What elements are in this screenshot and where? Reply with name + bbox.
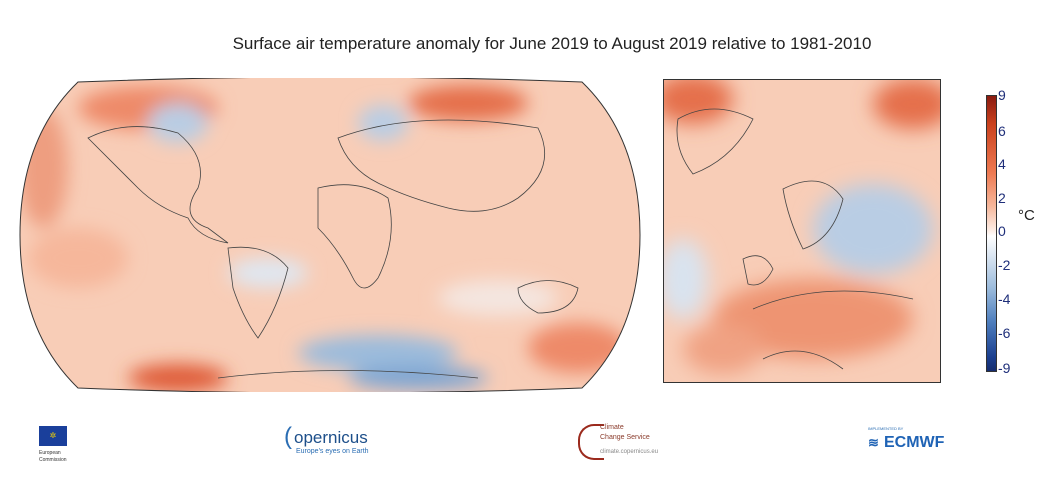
- copernicus-tagline: Europe's eyes on Earth: [296, 448, 369, 455]
- map-title: Surface air temperature anomaly for June…: [232, 34, 872, 53]
- europe-anomaly-map: [663, 79, 941, 383]
- ecmwf-name: ECMWF: [884, 434, 945, 451]
- ec-logo-text: European: [39, 450, 61, 456]
- thermometer-icon: [578, 424, 604, 460]
- colorbar-tick: -2: [998, 257, 1011, 273]
- eu-flag-icon: ✲: [39, 426, 67, 446]
- ecmwf-mark-icon: ≋: [868, 435, 879, 450]
- colorbar-tick: -4: [998, 291, 1011, 307]
- colorbar-tick: -9: [998, 360, 1011, 376]
- ecmwf-logo: IMPLEMENTED BY ≋ ECMWF: [868, 426, 978, 456]
- c3s-url: climate.copernicus.eu: [600, 449, 659, 455]
- copernicus-name: opernicus: [294, 428, 368, 447]
- colorbar-unit: °C: [1018, 207, 1035, 224]
- copernicus-c-icon: (: [284, 423, 292, 450]
- european-commission-logo: ✲ European Commission: [39, 426, 99, 466]
- colorbar-tick: 9: [998, 87, 1006, 103]
- ecmwf-implemented: IMPLEMENTED BY: [868, 426, 904, 431]
- world-anomaly-map: [19, 78, 641, 392]
- c3s-logo: Climate Change Service climate.copernicu…: [578, 424, 678, 460]
- colorbar-tick: 2: [998, 190, 1006, 206]
- colorbar-tick: 4: [998, 156, 1006, 172]
- colorbar-tick: -6: [998, 325, 1011, 341]
- c3s-text: Climate: [600, 424, 624, 431]
- colorbar-tick: 0: [998, 223, 1006, 239]
- colorbar: [986, 95, 997, 372]
- colorbar-tick: 6: [998, 123, 1006, 139]
- ec-logo-text: Commission: [39, 457, 67, 463]
- copernicus-logo: ( opernicus Europe's eyes on Earth: [284, 424, 394, 458]
- c3s-text: Change Service: [600, 434, 650, 441]
